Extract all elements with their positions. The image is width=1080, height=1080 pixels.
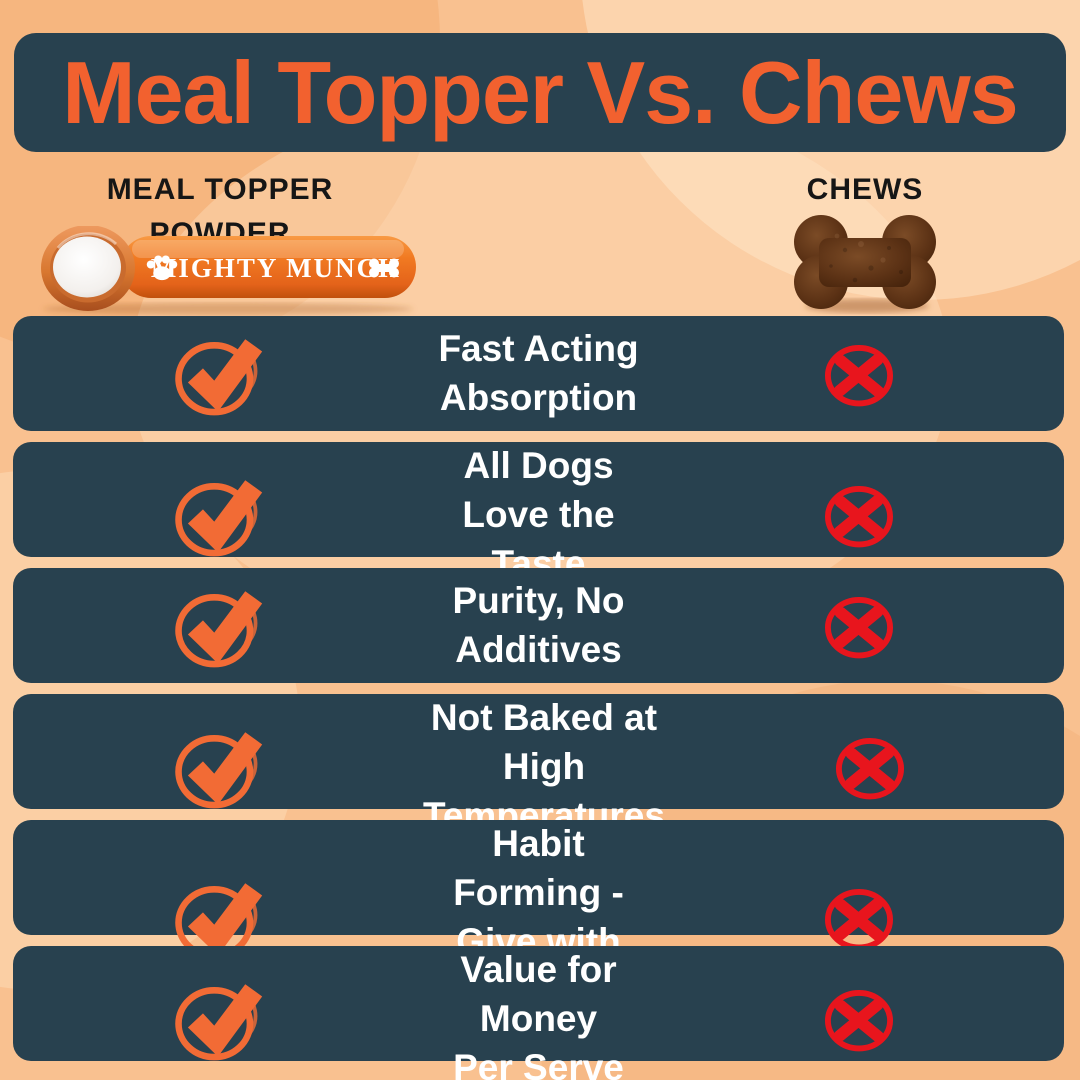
comparison-row: Value for Money Per Serve: [13, 946, 1064, 1080]
product-brand-label: MIGHTY MUNCH: [151, 253, 401, 283]
feature-text: Fast Acting Absorption: [438, 327, 639, 418]
feature-text: Value for Money Per Serve: [453, 949, 624, 1080]
comparison-row: All Dogs Love the Taste: [13, 442, 1064, 584]
comparison-table: Fast Acting Absorption All Dogs Love the…: [13, 316, 1064, 1080]
check-icon: [171, 579, 265, 673]
bone-icon: [369, 258, 399, 278]
feature-text: All Dogs Love the Taste: [462, 445, 615, 584]
x-icon: [817, 977, 901, 1061]
comparison-row: Not Baked at High Temperatures: [13, 694, 1064, 836]
x-icon: [828, 725, 912, 809]
check-icon: [171, 327, 265, 421]
chew-treat-image: [794, 215, 936, 313]
check-icon: [171, 468, 265, 562]
comparison-row: Fast Acting Absorption: [13, 316, 1064, 431]
check-icon: [171, 972, 265, 1066]
comparison-row: Purity, No Additives: [13, 568, 1064, 683]
feature-text: Not Baked at High Temperatures: [423, 697, 665, 836]
check-icon: [171, 720, 265, 814]
x-icon: [817, 473, 901, 557]
title-banner: Meal Topper Vs. Chews: [14, 33, 1066, 152]
paw-icon: [146, 255, 178, 281]
x-icon: [817, 584, 901, 668]
column-header-chews: CHEWS: [806, 173, 924, 206]
x-icon: [817, 332, 901, 416]
page-title: Meal Topper Vs. Chews: [62, 42, 1018, 142]
feature-text: Purity, No Additives: [452, 579, 625, 670]
comparison-row: Habit Forming - Give with Meal: [13, 820, 1064, 1010]
meal-topper-scoop-image: MIGHTY MUNCH: [41, 226, 416, 315]
